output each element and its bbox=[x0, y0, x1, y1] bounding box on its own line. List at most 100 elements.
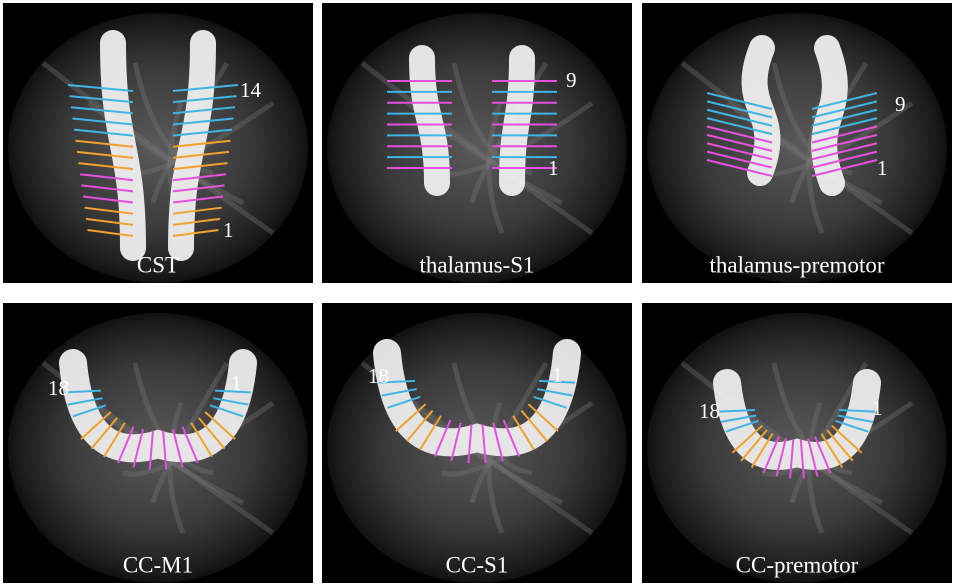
segment-line bbox=[811, 125, 878, 144]
panel-title: CC-S1 bbox=[446, 552, 509, 577]
panel-title: CC-premotor bbox=[736, 552, 859, 577]
segment-line bbox=[90, 417, 118, 450]
segment-label: 14 bbox=[240, 78, 262, 102]
segment-line bbox=[799, 439, 805, 479]
segment-line bbox=[706, 159, 773, 177]
segment-line bbox=[512, 415, 535, 451]
segment-line bbox=[172, 173, 227, 182]
segment-line bbox=[811, 100, 878, 119]
segment-line bbox=[181, 426, 199, 464]
segment-line bbox=[172, 139, 231, 148]
panel: 18 1 CC-S1 bbox=[322, 303, 632, 583]
segment-line bbox=[162, 430, 168, 470]
segment-line bbox=[811, 117, 878, 136]
segment-line bbox=[67, 84, 134, 92]
segment-line bbox=[172, 106, 236, 115]
segment-line bbox=[467, 424, 473, 464]
segment-line bbox=[78, 162, 134, 171]
segment-line bbox=[82, 195, 134, 204]
segment-line bbox=[209, 404, 244, 418]
segment-label: 1 bbox=[223, 218, 234, 242]
segment-line bbox=[706, 133, 773, 152]
segment-line bbox=[492, 422, 504, 462]
segment-line bbox=[72, 404, 107, 418]
segment-line bbox=[835, 419, 869, 433]
segment-line bbox=[148, 430, 154, 470]
panel: 9 1 thalamus-S1 bbox=[322, 3, 632, 283]
segment-label: 1 bbox=[552, 363, 563, 387]
segment-line bbox=[775, 438, 787, 477]
segment-line bbox=[172, 184, 225, 193]
segment-line bbox=[725, 419, 759, 433]
segment-line bbox=[72, 117, 134, 126]
segment-line bbox=[706, 125, 773, 144]
segment-line bbox=[214, 389, 251, 394]
white-matter bbox=[486, 102, 505, 234]
segment-line bbox=[831, 424, 863, 454]
segment-label: 1 bbox=[548, 156, 559, 180]
segment-line bbox=[740, 429, 768, 462]
segment-line bbox=[789, 439, 795, 479]
brain-image bbox=[8, 13, 308, 283]
segment-line bbox=[537, 388, 573, 397]
segment-line bbox=[172, 206, 222, 215]
segment-line bbox=[721, 414, 757, 423]
segment-line bbox=[538, 379, 575, 384]
segment-label: 9 bbox=[895, 92, 906, 116]
white-matter bbox=[441, 100, 594, 177]
segment-line bbox=[811, 142, 878, 161]
segment-line bbox=[73, 128, 134, 137]
panel-title: CST bbox=[137, 252, 179, 277]
segment-line bbox=[837, 414, 873, 423]
segment-label: 1 bbox=[877, 156, 888, 180]
segment-label: 18 bbox=[368, 364, 389, 388]
segment-line bbox=[172, 229, 219, 237]
white-matter bbox=[167, 402, 186, 534]
segment-line bbox=[395, 403, 427, 432]
segment-label: 9 bbox=[566, 68, 577, 92]
segment-label: 1 bbox=[872, 396, 883, 420]
panel: 9 1 thalamus-premotor bbox=[642, 3, 952, 283]
segment-line bbox=[706, 142, 773, 161]
segment-line bbox=[198, 417, 226, 450]
segment-line bbox=[419, 415, 442, 451]
segment-line bbox=[204, 411, 236, 440]
segment-line bbox=[706, 100, 773, 119]
segment-line bbox=[762, 436, 780, 474]
segment-line bbox=[117, 426, 135, 464]
segment-label: 18 bbox=[48, 376, 69, 400]
segment-line bbox=[807, 438, 819, 477]
white-matter bbox=[406, 401, 564, 506]
segment-label: 18 bbox=[699, 399, 720, 423]
segment-line bbox=[706, 150, 773, 169]
segment-line bbox=[520, 409, 548, 442]
fiber-tract bbox=[741, 35, 781, 186]
segment-line bbox=[706, 92, 773, 110]
segment-line bbox=[527, 403, 559, 432]
segment-line bbox=[719, 408, 756, 413]
panel: 18 1 CC-M1 bbox=[3, 303, 313, 583]
segment-line bbox=[103, 422, 126, 458]
segment-line bbox=[379, 379, 416, 384]
fiber-tract bbox=[409, 45, 450, 196]
segment-line bbox=[811, 150, 878, 169]
segment-line bbox=[76, 150, 134, 159]
panel: 18 1 CC-premotor bbox=[642, 303, 952, 583]
panel-title: thalamus-S1 bbox=[420, 252, 535, 277]
panel-title: CC-M1 bbox=[123, 552, 193, 577]
panel: 14 1 CST bbox=[3, 3, 313, 283]
segment-line bbox=[65, 389, 102, 394]
white-matter bbox=[132, 62, 214, 176]
segment-line bbox=[502, 419, 520, 457]
segment-line bbox=[811, 133, 878, 152]
segment-line bbox=[172, 128, 233, 137]
white-matter bbox=[486, 402, 505, 534]
segment-line bbox=[820, 433, 844, 469]
segment-line bbox=[87, 229, 134, 237]
segment-line bbox=[381, 388, 417, 397]
segment-line bbox=[81, 184, 134, 193]
fiber-tract bbox=[59, 349, 257, 463]
segment-line bbox=[172, 217, 221, 226]
fiber-tract bbox=[811, 35, 848, 196]
segment-line bbox=[811, 92, 878, 110]
